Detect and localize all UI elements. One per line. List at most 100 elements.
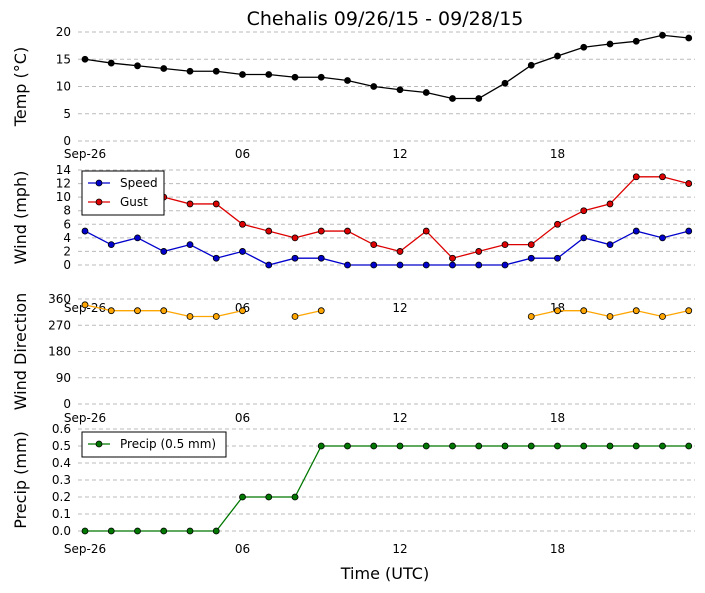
data-point	[501, 79, 509, 87]
legend-swatch-marker	[95, 179, 103, 187]
legend: Precip (0.5 mm)	[81, 431, 227, 458]
data-point	[186, 200, 194, 208]
x-tick-label: Sep-26	[64, 411, 106, 425]
data-point	[186, 313, 194, 320]
data-point	[370, 241, 378, 249]
y-axis-label: Wind (mph)	[11, 171, 30, 265]
data-point	[265, 261, 273, 269]
y-tick-label: 20	[56, 25, 71, 39]
data-point	[81, 55, 89, 63]
data-point	[606, 442, 614, 450]
panel-1: 0 5 10 15 20 Temp (°C) Sep-26 06 12 18	[11, 25, 695, 161]
y-tick-label: 0	[63, 134, 71, 148]
x-tick-label: 12	[392, 542, 407, 556]
data-point	[396, 442, 404, 450]
data-point	[632, 442, 640, 450]
x-tick-label: 12	[392, 147, 407, 161]
data-point	[580, 43, 588, 51]
data-point	[396, 248, 404, 255]
data-point	[606, 313, 614, 320]
y-tick-label: 90	[56, 371, 71, 385]
data-point	[632, 307, 640, 315]
data-point	[186, 527, 194, 535]
y-tick-label: 5	[63, 107, 71, 121]
data-point	[265, 493, 273, 501]
y-axis-label: Precip (mm)	[11, 431, 30, 529]
legend-entry: Gust	[120, 195, 148, 209]
data-point	[81, 227, 89, 235]
y-tick-label: 360	[48, 292, 71, 306]
data-point	[186, 241, 194, 249]
series-line	[84, 34, 689, 100]
data-point	[554, 442, 561, 450]
data-point	[606, 200, 614, 208]
series-gust	[160, 173, 693, 262]
data-point	[475, 261, 483, 269]
series-precip-0-5-mm-	[81, 442, 693, 535]
data-point	[212, 254, 220, 262]
data-point	[107, 59, 115, 67]
legend: Speed Gust	[81, 170, 165, 216]
y-tick-label: 12	[56, 177, 71, 191]
data-point	[606, 40, 614, 48]
series-line	[84, 230, 689, 266]
data-point	[107, 241, 115, 249]
series-line	[85, 445, 689, 532]
data-point	[632, 173, 640, 181]
x-tick-label: 12	[392, 411, 407, 425]
series-1	[81, 301, 693, 320]
data-point	[239, 220, 246, 228]
x-axis-label: Time (UTC)	[340, 564, 429, 583]
data-point	[291, 254, 299, 262]
y-tick-label: 0.2	[52, 490, 71, 504]
y-tick-label: 4	[63, 231, 71, 245]
x-tick-label: 06	[235, 147, 250, 161]
data-point	[580, 442, 588, 450]
data-point	[186, 67, 194, 75]
data-point	[527, 254, 535, 262]
data-point	[527, 61, 535, 69]
x-tick-label: 18	[550, 147, 565, 161]
y-tick-label: 10	[56, 190, 71, 204]
data-point	[134, 62, 141, 70]
data-point	[107, 527, 115, 535]
y-tick-label: 0.5	[52, 439, 71, 453]
y-tick-label: 2	[63, 244, 71, 258]
data-point	[212, 527, 220, 535]
data-point	[475, 442, 483, 450]
data-point	[422, 442, 430, 450]
data-point	[685, 442, 693, 450]
data-point	[160, 65, 168, 72]
y-tick-label: 0.6	[52, 422, 71, 436]
data-point	[659, 442, 666, 450]
data-point	[160, 248, 168, 255]
data-point	[449, 261, 456, 269]
data-point	[212, 313, 220, 320]
data-point	[134, 307, 141, 315]
data-point	[422, 227, 430, 235]
data-point	[317, 254, 325, 262]
y-tick-label: 0	[63, 397, 71, 411]
data-point	[422, 89, 430, 96]
data-point	[449, 95, 456, 102]
data-point	[659, 173, 666, 181]
data-point	[291, 493, 299, 501]
data-point	[554, 52, 561, 60]
legend-box	[81, 170, 165, 216]
data-point	[659, 313, 666, 320]
x-tick-label: 12	[392, 301, 407, 315]
data-point	[527, 313, 535, 320]
y-tick-label: 0.4	[52, 456, 71, 470]
data-point	[107, 307, 115, 315]
data-point	[317, 227, 325, 235]
x-tick-label: 06	[235, 411, 250, 425]
y-tick-label: 180	[48, 345, 71, 359]
data-point	[449, 254, 456, 262]
data-point	[396, 261, 404, 269]
y-tick-label: 6	[63, 217, 71, 231]
data-point	[422, 261, 430, 269]
data-point	[291, 73, 299, 81]
chart-title: Chehalis 09/26/15 - 09/28/15	[247, 8, 524, 30]
